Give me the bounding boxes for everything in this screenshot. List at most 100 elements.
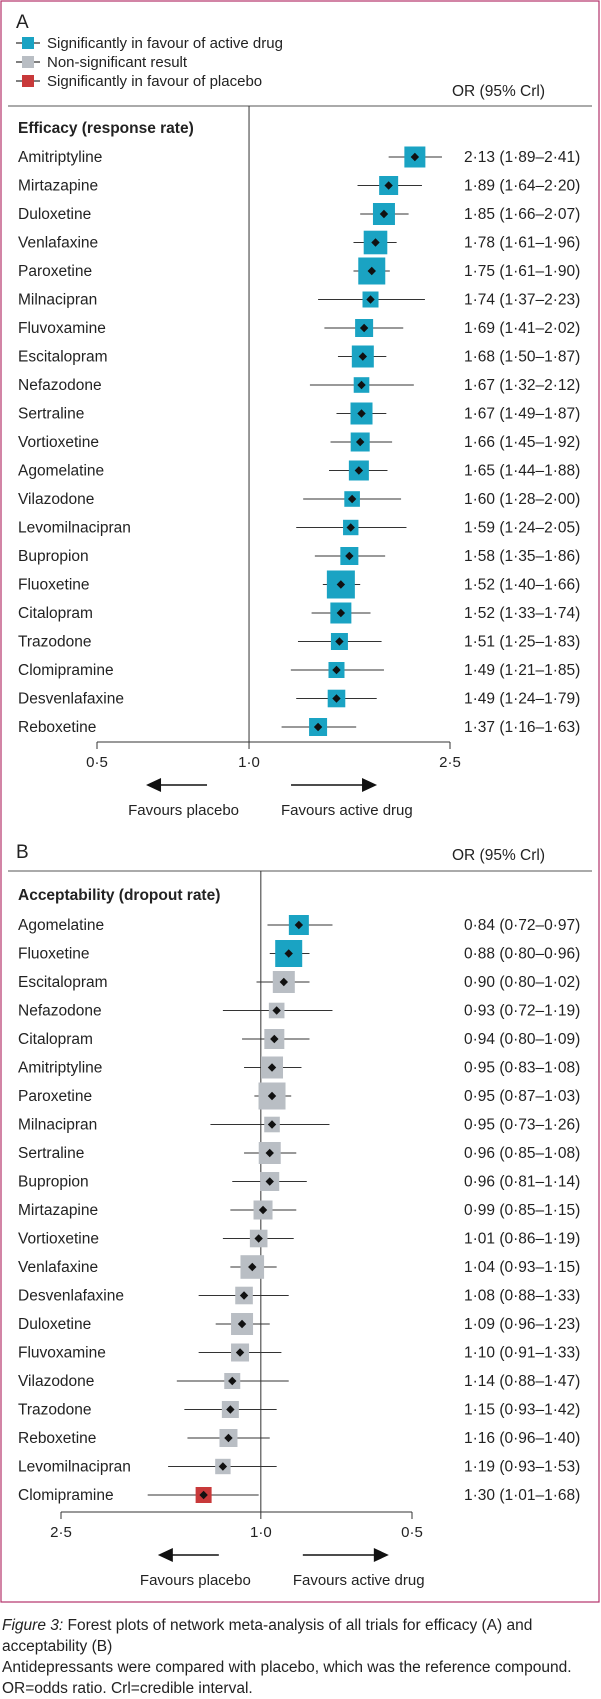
drug-label: Fluvoxamine (18, 1345, 106, 1362)
drug-label: Desvenlafaxine (18, 691, 124, 708)
point-estimate-marker (239, 1291, 249, 1300)
drug-label: Vilazodone (18, 1373, 94, 1390)
point-estimate-marker (224, 1433, 233, 1443)
legend-swatch (22, 56, 34, 68)
drug-label: Trazodone (18, 1402, 92, 1419)
drug-label: Vortioxetine (18, 434, 99, 451)
x-tick-label: 2·5 (50, 1524, 72, 1541)
drug-label: Milnacipran (18, 1117, 97, 1134)
forest-row: Bupropion 0·96 (0·81–1·14) (18, 1172, 580, 1191)
or-ci-value: 1·49 (1·24–1·79) (464, 691, 580, 708)
arrow-head-left (146, 778, 162, 792)
or-ci-value: 1·75 (1·61–1·90) (464, 263, 580, 280)
or-ci-value: 1·10 (0·91–1·33) (464, 1345, 580, 1362)
forest-row: Trazodone 1·51 (1·25–1·83) (18, 633, 580, 651)
drug-label: Vortioxetine (18, 1231, 99, 1248)
favours-placebo-label: Favours placebo (128, 802, 239, 819)
forest-row: Vilazodone 1·60 (1·28–2·00) (18, 491, 580, 508)
legend-swatch (22, 75, 34, 87)
panel-a: A Significantly in favour of active drug… (8, 12, 592, 819)
caption-title: Forest plots of network meta-analysis of… (2, 1617, 533, 1655)
drug-label: Mirtazapine (18, 178, 98, 195)
caption-title-line: Figure 3: Forest plots of network meta-a… (2, 1615, 598, 1657)
drug-label: Duloxetine (18, 1316, 91, 1333)
forest-row: Fluvoxamine 1·69 (1·41–2·02) (18, 319, 580, 337)
point-estimate-marker (284, 949, 293, 958)
forest-row: Agomelatine 0·84 (0·72–0·97) (18, 915, 580, 935)
point-estimate-marker (371, 238, 380, 247)
or-ci-value: 0·95 (0·83–1·08) (464, 1060, 580, 1077)
panel-b-section-title: Acceptability (dropout rate) (18, 887, 220, 904)
figure-caption: Figure 3: Forest plots of network meta-a… (2, 1615, 598, 1699)
panel-a-plot: Amitriptyline 2·13 (1·89–2·41) Mirtazapine… (18, 106, 580, 819)
drug-label: Escitalopram (18, 974, 108, 991)
forest-row: Amitriptyline 2·13 (1·89–2·41) (18, 146, 580, 168)
panel-a-section-title: Efficacy (response rate) (18, 120, 194, 137)
drug-label: Levomilnacipran (18, 1459, 131, 1476)
forest-row: Paroxetine 0·95 (0·87–1·03) (18, 1082, 580, 1110)
point-estimate-marker (267, 1091, 277, 1101)
or-ci-value: 0·95 (0·87–1·03) (464, 1088, 580, 1105)
drug-label: Nefazodone (18, 377, 102, 394)
drug-label: Citalopram (18, 605, 93, 622)
or-ci-value: 1·30 (1·01–1·68) (464, 1487, 580, 1504)
or-ci-value: 1·51 (1·25–1·83) (464, 634, 580, 651)
drug-label: Bupropion (18, 548, 89, 565)
point-estimate-marker (332, 694, 341, 703)
forest-row: Clomipramine 1·49 (1·21–1·85) (18, 662, 580, 679)
drug-label: Desvenlafaxine (18, 1288, 124, 1305)
forest-row: Vortioxetine 1·01 (0·86–1·19) (18, 1229, 580, 1248)
forest-row: Amitriptyline 0·95 (0·83–1·08) (18, 1056, 580, 1079)
point-estimate-marker (237, 1319, 247, 1329)
point-estimate-marker (267, 1120, 277, 1129)
point-estimate-marker (354, 466, 364, 475)
x-tick-label: 2·5 (439, 754, 461, 771)
point-estimate-marker (379, 209, 389, 219)
or-ci-value: 1·19 (0·93–1·53) (464, 1459, 580, 1476)
or-ci-value: 1·65 (1·44–1·88) (464, 463, 580, 480)
forest-row: Paroxetine 1·75 (1·61–1·90) (18, 257, 580, 285)
forest-row: Mirtazapine 0·99 (0·85–1·15) (18, 1200, 580, 1220)
drug-label: Paroxetine (18, 263, 92, 280)
or-ci-value: 1·74 (1·37–2·23) (464, 292, 580, 309)
point-estimate-marker (265, 1148, 274, 1158)
or-ci-value: 1·14 (0·88–1·47) (464, 1373, 580, 1390)
legend-label: Non-significant result (47, 54, 188, 71)
drug-label: Milnacipran (18, 292, 97, 309)
or-ci-value: 1·59 (1·24–2·05) (464, 520, 580, 537)
legend-label: Significantly in favour of active drug (47, 35, 283, 52)
arrow-head-left (157, 1548, 173, 1562)
caption-label: Figure 3: (2, 1617, 64, 1634)
or-ci-value: 2·13 (1·89–2·41) (464, 149, 580, 166)
forest-row: Bupropion 1·58 (1·35–1·86) (18, 547, 580, 565)
point-estimate-marker (347, 494, 357, 504)
drug-label: Clomipramine (18, 1487, 114, 1504)
point-estimate-marker (346, 523, 355, 532)
or-ci-value: 1·60 (1·28–2·00) (464, 491, 580, 508)
or-ci-value: 0·95 (0·73–1·26) (464, 1117, 580, 1134)
arrow-head-right (373, 1548, 389, 1562)
drug-label: Venlafaxine (18, 1259, 98, 1276)
forest-row: Milnacipran 1·74 (1·37–2·23) (18, 291, 580, 309)
forest-row: Clomipramine 1·30 (1·01–1·68) (18, 1487, 580, 1504)
drug-label: Trazodone (18, 634, 92, 651)
panel-b-header: OR (95% Crl) (452, 847, 545, 864)
forest-row: Fluvoxamine 1·10 (0·91–1·33) (18, 1343, 580, 1362)
drug-label: Citalopram (18, 1031, 93, 1048)
forest-row: Fluoxetine 1·52 (1·40–1·66) (18, 570, 580, 599)
or-ci-value: 0·96 (0·81–1·14) (464, 1174, 580, 1191)
drug-label: Sertraline (18, 406, 84, 423)
panel-b: B OR (95% Crl) Acceptability (dropout ra… (8, 842, 592, 1589)
or-ci-value: 1·67 (1·32–2·12) (464, 377, 580, 394)
or-ci-value: 1·52 (1·33–1·74) (464, 605, 580, 622)
panel-b-letter: B (16, 842, 29, 863)
point-estimate-marker (336, 580, 346, 589)
drug-label: Agomelatine (18, 463, 104, 480)
point-estimate-marker (267, 1063, 277, 1072)
point-estimate-marker (357, 409, 366, 418)
point-estimate-marker (265, 1177, 274, 1186)
forest-row: Nefazodone 1·67 (1·32–2·12) (18, 377, 580, 394)
forest-row: Sertraline 1·67 (1·49–1·87) (18, 402, 580, 425)
forest-row: Agomelatine 1·65 (1·44–1·88) (18, 460, 580, 481)
point-estimate-marker (410, 152, 420, 162)
